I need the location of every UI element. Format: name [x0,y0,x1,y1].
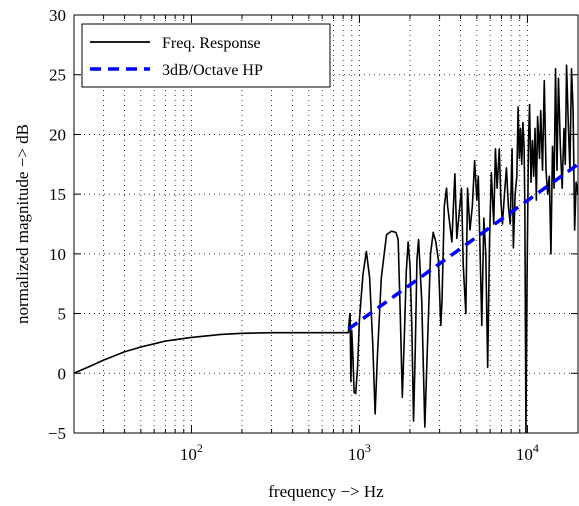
y-tick-label: 20 [49,125,66,144]
y-tick-label: 30 [49,6,66,25]
series-layer [74,64,578,433]
y-tick-label: 15 [49,185,66,204]
y-tick-label: 10 [49,245,66,264]
y-tick-label: 25 [49,66,66,85]
x-tick-label: 102 [180,441,203,464]
legend: Freq. Response 3dB/Octave HP [81,23,331,88]
y-tick-label: 0 [58,364,67,383]
x-tick-label: 104 [516,441,539,464]
legend-label-freq-response: Freq. Response [162,35,261,52]
legend-box [81,23,331,88]
x-axis-label: frequency −> Hz [268,482,384,501]
x-tick-label: 103 [348,441,371,464]
y-axis-label: normalized magnitude −> dB [13,124,32,324]
legend-label-3db-octave-hp: 3dB/Octave HP [162,62,263,79]
tick-labels: −5 0 5 10 15 20 25 30 102 103 104 [48,6,539,464]
y-tick-label: −5 [48,424,66,443]
plot-frame [73,14,579,434]
series-line-3db-octave-hp [347,162,578,331]
y-tick-label: 5 [58,305,67,324]
series-line-freq-response [74,64,578,433]
